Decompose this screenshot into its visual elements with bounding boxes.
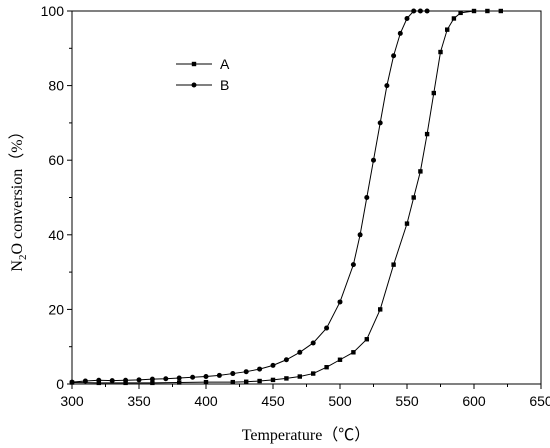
x-axis-title: Temperature（℃） bbox=[242, 426, 371, 444]
data-point-B-26 bbox=[384, 83, 390, 89]
data-point-B-27 bbox=[391, 53, 397, 59]
y-tick-label-20: 20 bbox=[48, 301, 64, 317]
y-axis-title-subscript: 2 bbox=[17, 255, 29, 261]
y-axis-title-prefix: N bbox=[9, 260, 26, 272]
data-point-B-2 bbox=[96, 377, 102, 383]
data-point-A-13 bbox=[324, 365, 329, 370]
data-point-A-7 bbox=[244, 379, 249, 384]
data-point-A-12 bbox=[311, 371, 316, 376]
y-tick-label-100: 100 bbox=[41, 3, 65, 19]
data-point-B-1 bbox=[82, 378, 88, 384]
data-point-B-25 bbox=[377, 120, 383, 126]
data-point-B-12 bbox=[230, 371, 236, 377]
data-point-B-7 bbox=[163, 376, 169, 382]
data-point-A-27 bbox=[458, 10, 463, 16]
data-point-B-21 bbox=[350, 262, 356, 268]
data-point-A-4 bbox=[177, 380, 182, 385]
data-point-A-1 bbox=[96, 380, 101, 386]
data-point-A-20 bbox=[411, 195, 416, 200]
data-point-A-8 bbox=[257, 378, 262, 384]
data-point-B-16 bbox=[283, 357, 289, 363]
data-point-A-16 bbox=[364, 337, 369, 342]
data-point-B-17 bbox=[297, 349, 303, 355]
data-point-A-10 bbox=[284, 376, 289, 381]
legend-marker-A bbox=[191, 61, 197, 67]
y-axis-title: N2O conversion（%） bbox=[8, 123, 29, 271]
y-tick-label-40: 40 bbox=[48, 227, 64, 243]
data-point-B-4 bbox=[123, 377, 129, 383]
data-point-B-29 bbox=[404, 15, 410, 21]
ticks-layer: 300 350 400 450 500 550 600 650 0 20 40 60 80 100 bbox=[41, 3, 550, 409]
data-point-A-18 bbox=[391, 262, 396, 267]
x-tick-label-600: 600 bbox=[462, 393, 486, 409]
data-point-A-2 bbox=[123, 380, 128, 386]
y-axis-title-suffix: O conversion（%） bbox=[8, 123, 26, 254]
x-tick-label-650: 650 bbox=[529, 393, 550, 409]
data-point-A-14 bbox=[337, 357, 343, 362]
data-point-A-15 bbox=[351, 350, 356, 355]
data-point-B-6 bbox=[149, 376, 155, 382]
legend-label-A: A bbox=[220, 56, 230, 72]
data-point-B-18 bbox=[310, 340, 316, 346]
data-point-B-13 bbox=[243, 369, 249, 375]
data-point-B-14 bbox=[257, 366, 263, 372]
data-point-A-9 bbox=[270, 377, 276, 383]
x-tick-label-500: 500 bbox=[328, 393, 352, 409]
data-point-A-23 bbox=[431, 90, 436, 96]
data-point-A-22 bbox=[424, 131, 430, 137]
data-point-B-24 bbox=[371, 157, 376, 163]
data-point-B-23 bbox=[364, 195, 370, 200]
data-point-B-22 bbox=[357, 232, 363, 238]
x-tick-label-300: 300 bbox=[60, 393, 84, 409]
data-point-B-15 bbox=[270, 362, 276, 368]
data-point-B-9 bbox=[190, 374, 196, 380]
y-tick-label-80: 80 bbox=[48, 78, 64, 94]
data-point-A-24 bbox=[438, 49, 443, 55]
x-tick-label-550: 550 bbox=[395, 393, 419, 409]
legend: AB bbox=[176, 56, 230, 93]
series-B bbox=[69, 8, 430, 385]
legend-item-A: A bbox=[176, 56, 230, 72]
data-point-A-11 bbox=[297, 374, 302, 379]
legend-item-B: B bbox=[176, 77, 229, 93]
data-point-B-19 bbox=[324, 325, 330, 331]
data-point-B-8 bbox=[176, 375, 182, 381]
data-point-A-26 bbox=[451, 16, 457, 21]
x-tick-label-350: 350 bbox=[127, 393, 151, 409]
data-point-A-25 bbox=[445, 27, 450, 32]
legend-marker-B bbox=[191, 82, 197, 88]
y-tick-label-0: 0 bbox=[56, 376, 64, 392]
data-point-B-10 bbox=[203, 374, 209, 380]
legend-label-B: B bbox=[220, 77, 229, 93]
data-point-A-3 bbox=[150, 380, 155, 386]
y-tick-label-60: 60 bbox=[48, 152, 64, 168]
data-point-A-5 bbox=[203, 379, 209, 385]
data-point-B-11 bbox=[216, 372, 222, 378]
data-point-B-28 bbox=[397, 30, 403, 36]
data-point-B-3 bbox=[109, 378, 115, 384]
data-point-B-20 bbox=[337, 299, 343, 305]
data-point-A-19 bbox=[404, 221, 410, 226]
data-point-A-21 bbox=[418, 169, 423, 174]
data-point-A-6 bbox=[230, 379, 235, 385]
x-tick-label-400: 400 bbox=[194, 393, 218, 409]
data-point-A-17 bbox=[378, 307, 383, 312]
data-point-B-5 bbox=[136, 377, 142, 383]
x-tick-label-450: 450 bbox=[261, 393, 285, 409]
